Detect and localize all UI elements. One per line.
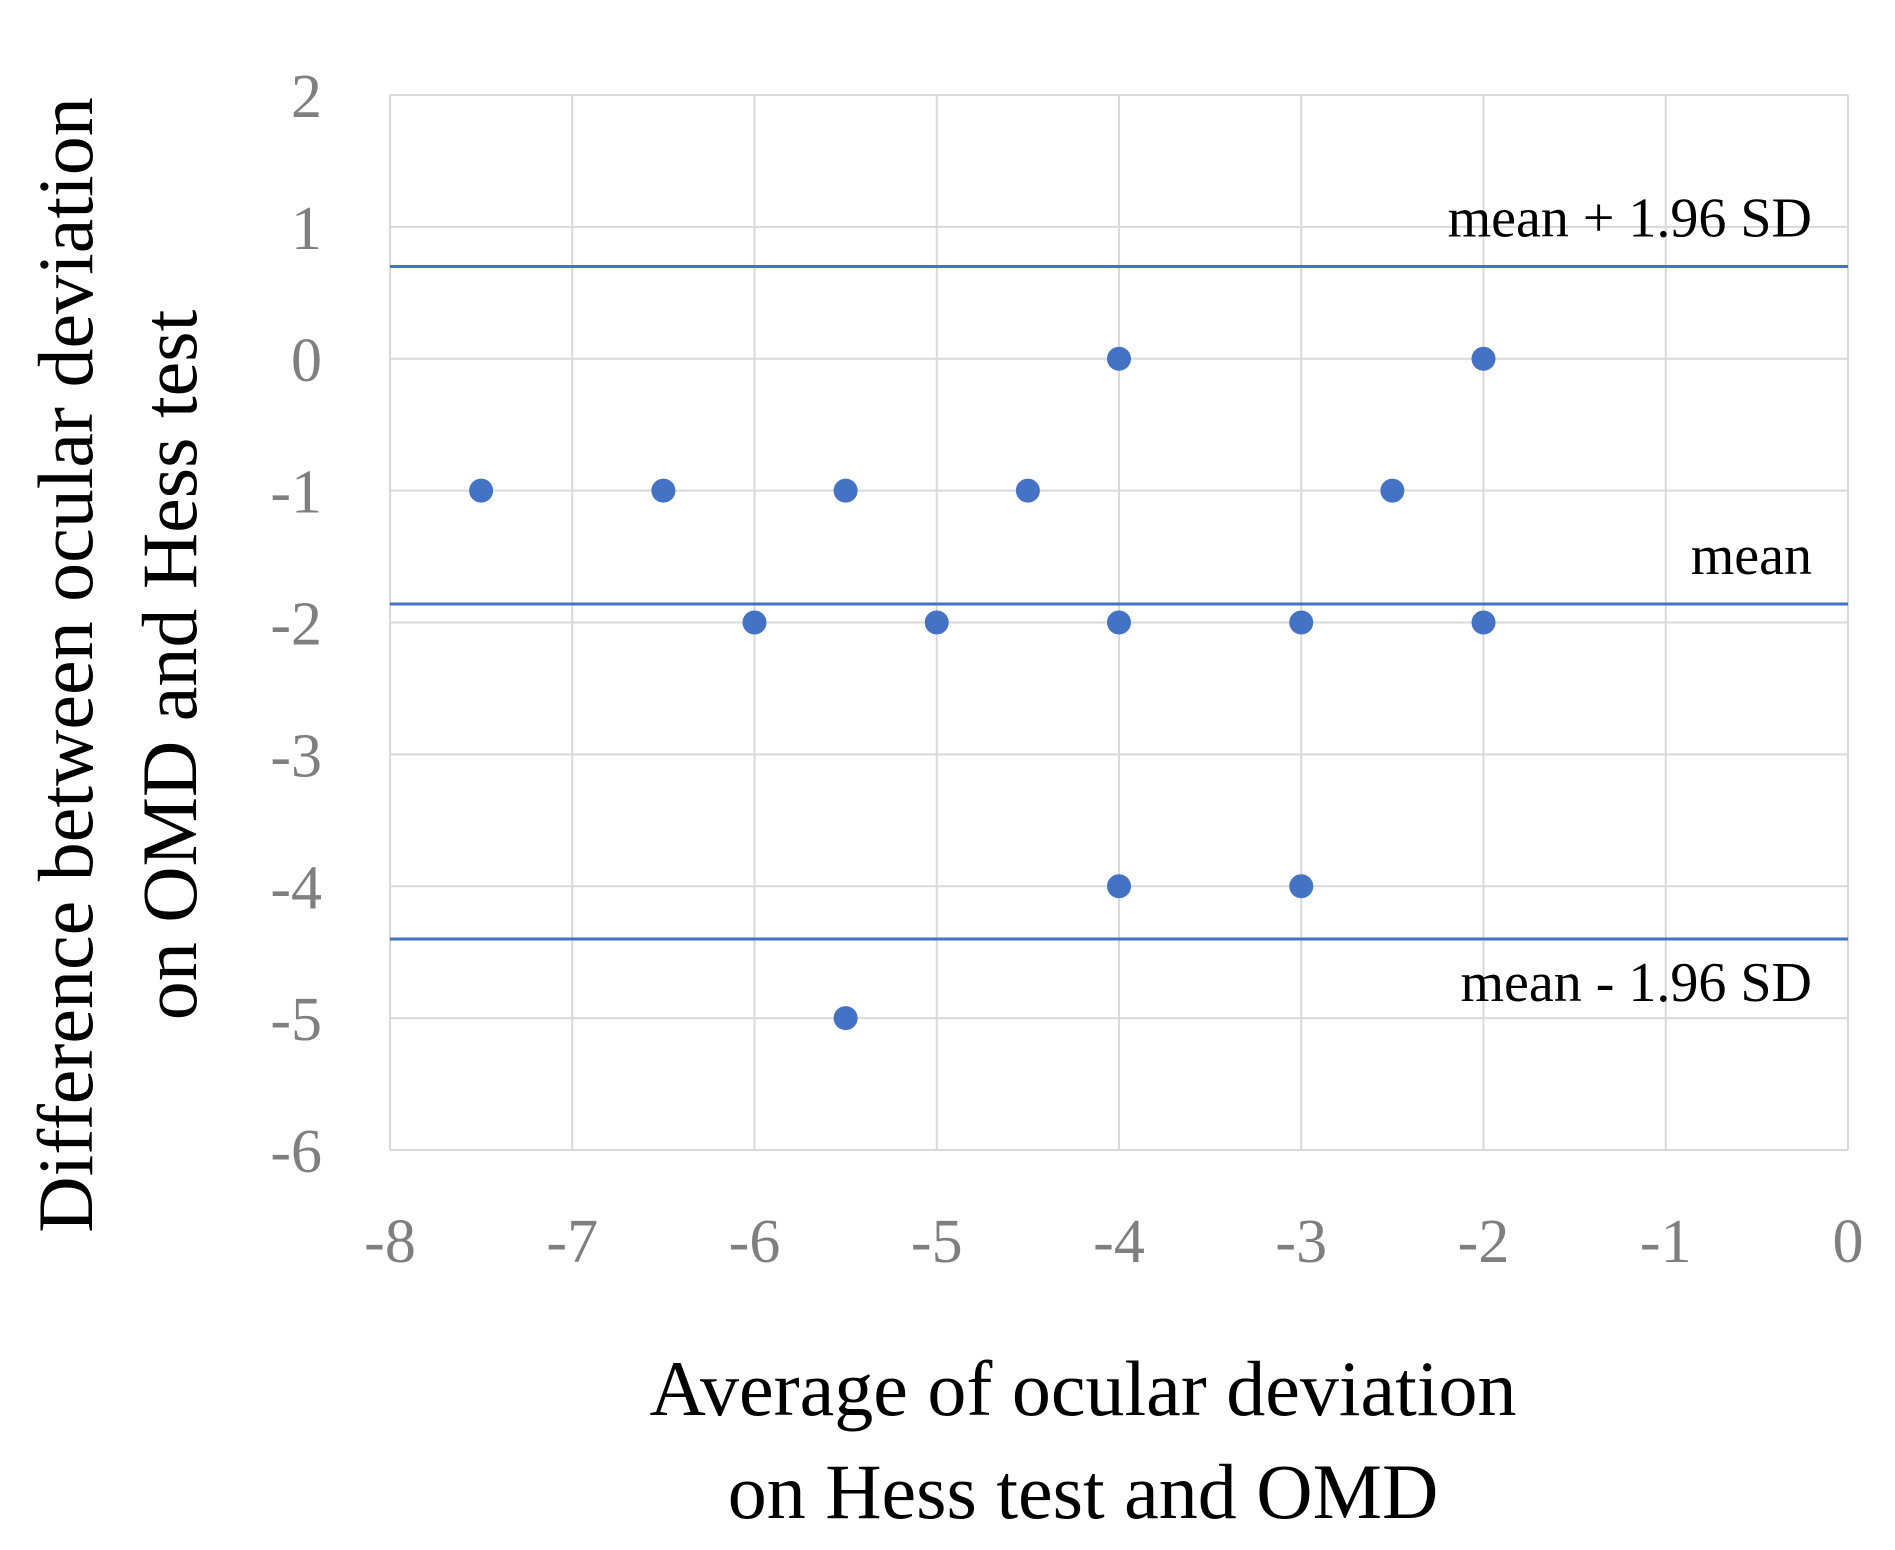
x-axis-title-line-2: on Hess test and OMD — [728, 1448, 1439, 1535]
x-tick-label: 0 — [1833, 1208, 1864, 1276]
x-tick-labels: -8 -7 -6 -5 -4 -3 -2 -1 0 — [364, 1208, 1863, 1276]
data-point-5 — [1015, 478, 1040, 503]
x-tick-label: -1 — [1640, 1208, 1692, 1276]
data-point-12 — [1107, 874, 1131, 899]
data-point-11 — [1471, 610, 1496, 635]
reference-line-label-1: mean — [1691, 525, 1812, 587]
data-point-13 — [1289, 874, 1314, 899]
data-point-2 — [469, 478, 494, 503]
reference-line-label-2: mean - 1.96 SD — [1460, 952, 1812, 1014]
data-points — [469, 346, 1496, 1031]
y-tick-label: 1 — [291, 195, 322, 263]
y-tick-label: -4 — [270, 854, 322, 922]
reference-line-label-0: mean + 1.96 SD — [1448, 187, 1812, 249]
y-tick-labels: 2 1 0 -1 -2 -3 -4 -5 -6 — [270, 63, 322, 1186]
data-point-10 — [1289, 610, 1314, 635]
y-tick-label: -2 — [270, 591, 322, 659]
y-tick-label: -3 — [270, 722, 322, 790]
y-tick-label: 0 — [291, 327, 322, 395]
x-tick-label: -2 — [1458, 1208, 1510, 1276]
y-tick-label: -6 — [270, 1118, 322, 1186]
x-tick-label: -8 — [364, 1208, 416, 1276]
data-point-3 — [651, 478, 676, 503]
data-point-0 — [1107, 346, 1131, 371]
data-point-4 — [833, 478, 858, 503]
y-tick-label: -5 — [270, 986, 322, 1054]
x-tick-label: -3 — [1275, 1208, 1327, 1276]
data-point-1 — [1471, 346, 1496, 371]
x-tick-label: -6 — [729, 1208, 781, 1276]
y-tick-label: -1 — [270, 459, 322, 527]
data-point-7 — [742, 610, 767, 635]
data-point-14 — [833, 1006, 858, 1031]
x-axis-title-line-1: Average of ocular deviation — [650, 1345, 1517, 1432]
reference-lines — [390, 264, 1848, 941]
data-point-8 — [924, 610, 949, 635]
data-point-9 — [1107, 610, 1131, 635]
y-tick-label: 2 — [291, 63, 322, 131]
y-axis-title-line-2: on OMD and Hess test — [126, 309, 213, 1020]
y-axis-title-line-1: Difference between ocular deviation — [22, 97, 109, 1233]
data-point-6 — [1380, 478, 1405, 503]
reference-line-labels: mean + 1.96 SD mean mean - 1.96 SD — [1448, 187, 1812, 1014]
x-tick-label: -4 — [1093, 1208, 1145, 1276]
x-tick-label: -5 — [911, 1208, 963, 1276]
x-tick-label: -7 — [546, 1208, 598, 1276]
